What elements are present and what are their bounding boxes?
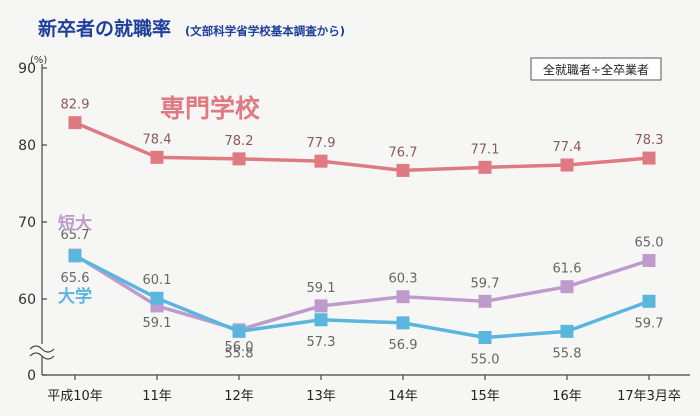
data-point (150, 291, 164, 305)
data-label: 60.1 (143, 273, 172, 288)
data-label: 55.8 (553, 346, 582, 361)
data-label: 78.2 (225, 134, 254, 149)
data-label: 55.0 (471, 353, 500, 368)
series-line (74, 254, 650, 340)
y-unit-label: (%) (30, 55, 47, 66)
series-name: 大学 (58, 286, 92, 307)
data-point (478, 160, 492, 174)
data-label: 77.9 (307, 136, 336, 151)
note-text: 全就職者÷全卒業者 (543, 62, 649, 77)
axis-break-mark (29, 352, 55, 360)
x-tick-label: 11年 (142, 389, 172, 404)
axes: 90 80 70 60 0 平成10年 11年 12年 13年 14年 15年 16年 17年3月卒 (18, 61, 690, 404)
data-point (396, 316, 410, 330)
data-label: 59.1 (143, 316, 172, 331)
data-label: 57.3 (307, 335, 336, 350)
data-label: 60.3 (389, 272, 418, 287)
data-point (68, 249, 82, 263)
data-point (478, 294, 492, 308)
data-label: 55.8 (225, 346, 254, 361)
x-tick-label: 13年 (306, 389, 336, 404)
data-label: 78.4 (143, 132, 172, 147)
x-tick-label: 17年3月卒 (617, 389, 681, 404)
x-tick-label: 15年 (470, 389, 500, 404)
data-point (560, 324, 574, 338)
data-label: 56.9 (389, 338, 418, 353)
data-label: 59.7 (635, 316, 664, 331)
data-label: 77.4 (553, 140, 582, 155)
data-point (396, 290, 410, 304)
y-tick-label: 0 (27, 368, 36, 384)
y-tick-label: 90 (18, 61, 36, 77)
data-point (68, 116, 82, 130)
data-label: 76.7 (389, 145, 418, 160)
data-point (642, 254, 656, 267)
x-tick-label: 16年 (552, 389, 582, 404)
data-point (478, 331, 492, 344)
chart-title: 新卒者の就職率 (38, 17, 171, 40)
data-label: 56.0 (225, 340, 254, 355)
axis-break-mark (29, 345, 55, 353)
y-tick-label: 60 (18, 292, 36, 308)
data-label: 78.3 (635, 133, 664, 148)
data-point (150, 150, 164, 164)
x-tick-label: 12年 (224, 389, 254, 404)
y-tick-label: 80 (18, 138, 36, 154)
data-label: 77.1 (471, 142, 500, 157)
data-label: 65.0 (635, 236, 664, 251)
series-line (74, 121, 650, 173)
data-label: 61.6 (553, 262, 582, 277)
x-tick-label: 平成10年 (47, 389, 103, 404)
data-point (642, 294, 656, 308)
data-point (314, 299, 328, 313)
series-layer: 82.9 78.4 78.2 77.9 76.7 77.1 77.4 78.3 専門学校 65.7… (58, 94, 663, 368)
chart-subtitle: (文部科学省学校基本調査から) (185, 24, 345, 38)
data-point (232, 324, 246, 338)
data-label: 59.7 (471, 276, 500, 291)
data-label: 82.9 (61, 98, 90, 113)
data-point (314, 154, 328, 168)
data-point (396, 163, 410, 177)
data-point (560, 280, 574, 294)
y-tick-label: 70 (18, 215, 36, 231)
series-line (74, 253, 650, 332)
note-box (530, 57, 662, 81)
data-label: 65.6 (61, 271, 90, 286)
data-label: 59.1 (307, 281, 336, 296)
x-tick-label: 14年 (388, 389, 418, 404)
data-point (642, 151, 656, 165)
series-name: 短大 (58, 213, 92, 234)
data-label: 65.7 (61, 228, 90, 243)
data-point (560, 158, 574, 172)
data-point (232, 152, 246, 166)
data-point (314, 313, 328, 327)
series-name: 専門学校 (160, 94, 261, 123)
